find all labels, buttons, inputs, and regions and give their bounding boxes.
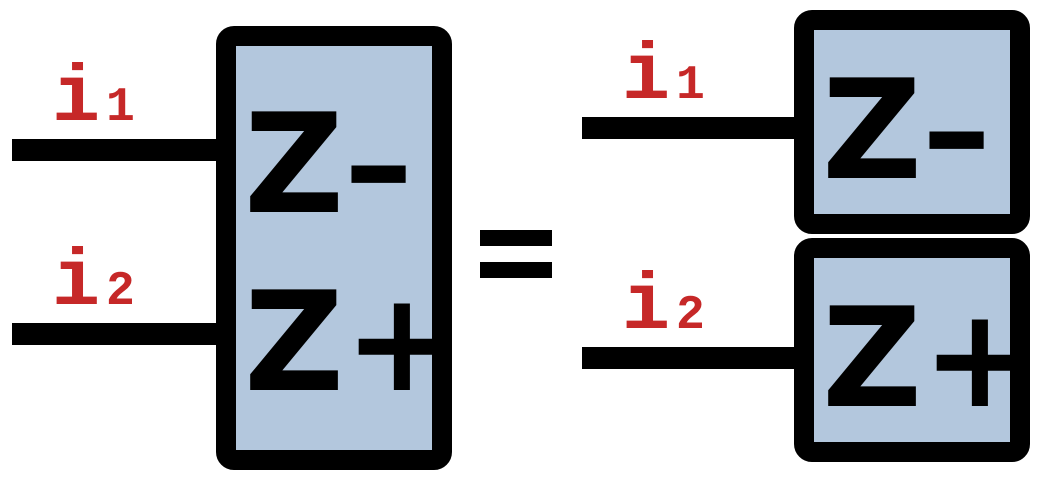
left-box-top-label: Z–: [244, 84, 413, 245]
left-box: [216, 26, 452, 470]
right-box-minus: [794, 10, 1030, 234]
right-box-plus-label: Z+: [822, 278, 1038, 439]
equals-sign: [480, 230, 552, 278]
right-box-minus-label: Z–: [822, 50, 991, 211]
left-box-bottom-label: Z+: [244, 262, 460, 423]
right-box-plus: [794, 238, 1030, 462]
